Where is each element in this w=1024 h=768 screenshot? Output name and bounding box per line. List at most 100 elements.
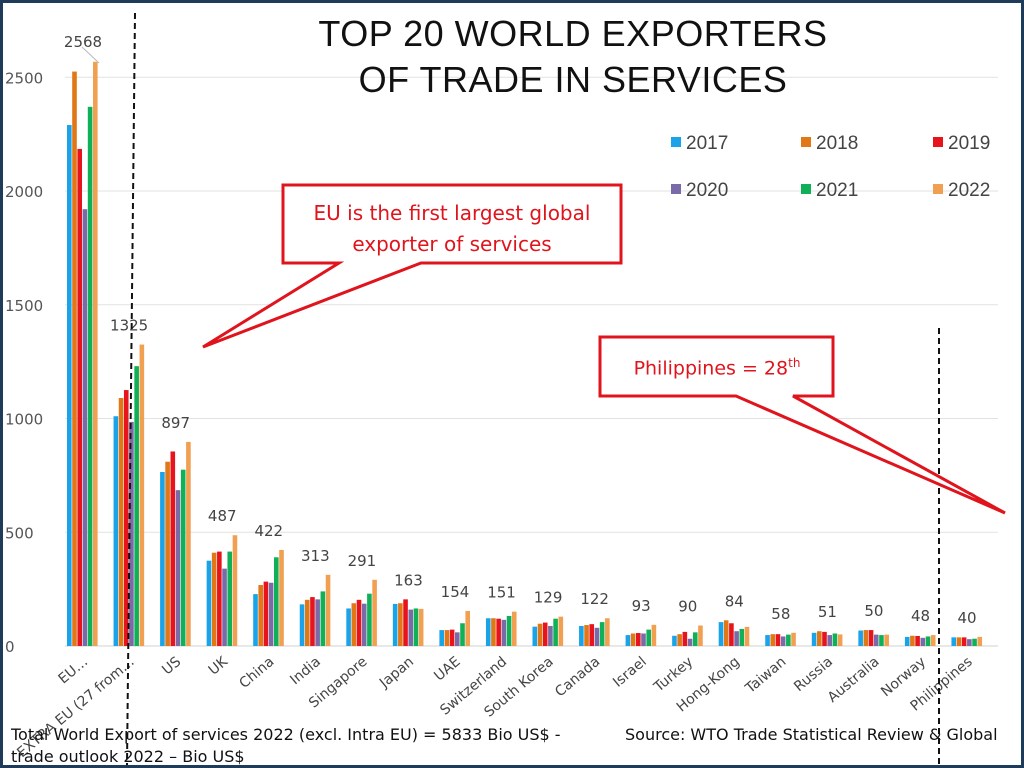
y-tick-label: 2500 xyxy=(5,69,43,87)
bar-2018 xyxy=(910,635,915,646)
bar-2017 xyxy=(718,622,724,646)
x-tick-label: UAE xyxy=(431,654,463,685)
bar-2021 xyxy=(832,633,838,646)
data-label: 2568 xyxy=(64,33,102,51)
legend-label-2018: 2018 xyxy=(816,133,859,154)
bar-2021 xyxy=(134,366,139,646)
bar-2021 xyxy=(646,629,651,646)
bar-2022 xyxy=(372,579,377,646)
bar-2021 xyxy=(972,638,977,646)
bar-2018 xyxy=(491,618,496,646)
y-tick-label: 2000 xyxy=(5,183,43,201)
bar-2022 xyxy=(605,618,610,646)
philippines-callout-label: Philippines = 28 xyxy=(633,357,789,380)
legend-item-2017: 2017 xyxy=(671,133,728,155)
bar-2019 xyxy=(263,581,269,646)
bar-2017 xyxy=(485,618,491,646)
bar-2022 xyxy=(186,441,191,646)
data-label: 151 xyxy=(487,584,516,602)
philippines-callout-ordinal: th xyxy=(788,356,801,370)
bar-2022 xyxy=(930,635,936,646)
bar-2018 xyxy=(863,630,869,646)
data-label: 291 xyxy=(348,552,377,570)
legend-label-2017: 2017 xyxy=(686,133,729,154)
bar-2022 xyxy=(279,549,284,646)
bar-2022 xyxy=(884,634,889,646)
legend-swatch-2017 xyxy=(671,137,681,147)
bar-2020 xyxy=(501,619,507,646)
bar-2018 xyxy=(351,603,357,646)
footer-note-line-1: Total World Export of services 2022 (exc… xyxy=(11,725,561,744)
bar-2019 xyxy=(77,148,82,646)
legend-item-2018: 2018 xyxy=(801,133,858,155)
bar-2022 xyxy=(511,611,517,646)
x-tick-label: Canada xyxy=(552,654,603,701)
legend-swatch-2020 xyxy=(671,184,681,194)
bar-2021 xyxy=(692,632,698,646)
bar-2021 xyxy=(320,591,326,646)
bar-2022 xyxy=(837,634,843,646)
bar-2022 xyxy=(698,625,703,646)
bar-2021 xyxy=(786,634,791,646)
bar-2018 xyxy=(444,630,450,646)
footer-note-line-2: trade outlook 2022 – Bio US$ xyxy=(11,747,245,766)
legend-label-2022: 2022 xyxy=(948,180,991,201)
bar-2021 xyxy=(367,593,372,646)
legend-swatch-2021 xyxy=(801,184,811,194)
y-axis-ticks: 0 500 1000 1500 2000 2500 xyxy=(5,69,43,656)
data-label: 84 xyxy=(725,592,744,610)
bar-2017 xyxy=(579,625,584,646)
bar-2018 xyxy=(956,637,962,646)
bar-2022 xyxy=(651,624,657,646)
bar-2017 xyxy=(951,637,957,646)
bar-2020 xyxy=(780,636,786,646)
data-label: 313 xyxy=(301,547,330,565)
bar-2019 xyxy=(449,629,455,646)
bar-2021 xyxy=(739,628,745,646)
eu-callout-line-1: EU is the first largest global xyxy=(313,201,591,225)
bar-2021 xyxy=(413,608,419,646)
bar-2020 xyxy=(967,639,972,646)
bar-2017 xyxy=(160,471,165,646)
bar-2019 xyxy=(729,623,734,646)
bar-2020 xyxy=(361,603,367,646)
legend-label-2021: 2021 xyxy=(816,180,859,201)
bar-2018 xyxy=(211,552,217,646)
bar-2017 xyxy=(439,630,444,646)
chart-title-line-2: OF TRADE IN SERVICES xyxy=(358,59,788,100)
bar-2019 xyxy=(310,597,315,646)
bar-2022 xyxy=(977,636,983,646)
legend-label-2020: 2020 xyxy=(686,180,729,201)
eu-callout-box xyxy=(202,183,623,349)
bar-2017 xyxy=(392,603,398,646)
bar-2018 xyxy=(258,585,263,646)
eu-callout-text: EU is the first largest global exporter … xyxy=(285,198,619,260)
chart: 0 500 1000 1500 2000 2500 2568 1325 897 487 422 31… xyxy=(5,12,1006,765)
bar-2020 xyxy=(268,582,274,646)
bar-2020 xyxy=(920,637,926,646)
data-label: 129 xyxy=(534,589,563,607)
data-label: 58 xyxy=(771,605,790,623)
bar-2019 xyxy=(496,618,501,646)
data-labels: 2568 1325 897 487 422 313 291 163 154 151 129 122 93… xyxy=(64,33,977,627)
bar-2021 xyxy=(460,623,465,646)
bar-2018 xyxy=(72,71,77,646)
x-tick-label: UK xyxy=(206,653,232,678)
bar-2019 xyxy=(170,451,176,646)
bar-2019 xyxy=(217,551,222,646)
legend-item-2019: 2019 xyxy=(933,133,990,155)
bar-2017 xyxy=(67,125,72,646)
bar-2018 xyxy=(398,603,403,646)
bar-2018 xyxy=(304,599,310,646)
bar-2020 xyxy=(315,599,320,646)
bar-2020 xyxy=(129,421,134,646)
bar-2020 xyxy=(455,632,460,646)
legend-swatch-2019 xyxy=(933,137,943,147)
bar-2021 xyxy=(599,622,605,646)
bar-2018 xyxy=(770,634,776,646)
chart-title-line-1: TOP 20 WORLD EXPORTERS xyxy=(318,13,828,54)
bar-2018 xyxy=(677,634,682,646)
bar-2020 xyxy=(82,209,88,646)
y-tick-label: 1000 xyxy=(5,411,43,429)
eu-callout-line-2: exporter of services xyxy=(352,232,552,256)
